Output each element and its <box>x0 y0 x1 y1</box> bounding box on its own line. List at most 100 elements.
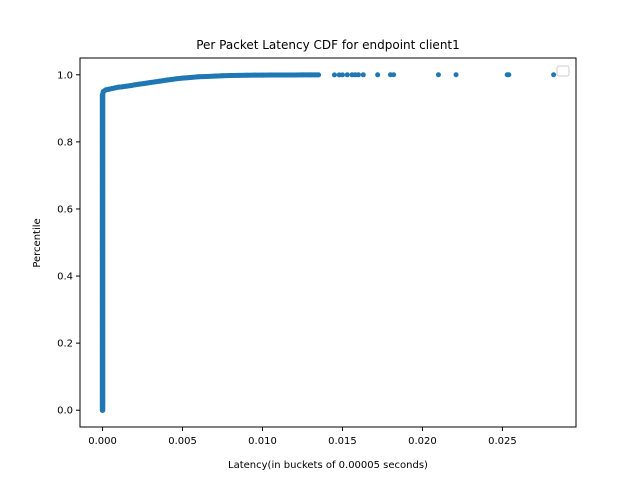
y-tick-label: 0.6 <box>57 204 73 215</box>
data-point <box>132 82 138 88</box>
data-point <box>100 213 106 219</box>
data-point <box>100 132 106 138</box>
data-point <box>152 79 158 85</box>
data-point <box>100 240 106 245</box>
data-point <box>375 72 381 78</box>
data-point <box>100 233 106 239</box>
data-point <box>100 156 106 162</box>
data-point <box>506 72 512 78</box>
data-point <box>100 223 106 229</box>
data-point <box>339 72 345 78</box>
data-point <box>100 300 106 306</box>
data-point <box>220 73 226 79</box>
data-point <box>435 72 441 78</box>
data-point <box>100 280 106 286</box>
data-point <box>173 76 179 82</box>
data-point <box>212 73 218 79</box>
x-axis-title: Latency(in buckets of 0.00005 seconds) <box>228 460 428 471</box>
y-tick-label: 1.0 <box>57 70 73 81</box>
data-point <box>100 99 106 105</box>
data-point <box>276 72 281 78</box>
data-point <box>100 374 106 380</box>
data-point <box>100 166 106 172</box>
data-point <box>141 80 147 86</box>
data-point <box>100 199 106 205</box>
data-point <box>100 256 106 262</box>
data-point <box>119 84 125 90</box>
data-point <box>100 347 106 353</box>
plot-area <box>99 72 557 413</box>
data-point <box>100 357 106 363</box>
chart-title: Per Packet Latency CDF for endpoint clie… <box>196 38 460 52</box>
data-point <box>551 72 557 78</box>
x-tick-label: 0.005 <box>168 436 197 447</box>
y-tick-label: 0.2 <box>57 339 73 350</box>
data-point <box>180 75 186 81</box>
y-axis-title: Percentile <box>32 218 43 267</box>
data-point <box>100 206 106 212</box>
data-point <box>283 72 289 78</box>
x-tick-label: 0.010 <box>248 436 277 447</box>
data-point <box>252 72 257 78</box>
data-point <box>291 72 297 78</box>
data-point <box>148 79 154 85</box>
x-tick-label: 0.020 <box>408 436 437 447</box>
data-point <box>100 105 106 111</box>
data-point <box>100 307 106 313</box>
data-point <box>299 72 305 78</box>
data-point <box>260 72 265 78</box>
data-point <box>168 76 174 82</box>
data-point <box>100 367 106 373</box>
data-point <box>157 78 163 84</box>
data-point <box>315 72 321 78</box>
x-axis: 0.000 0.005 0.010 0.015 0.020 0.025 <box>88 427 517 447</box>
data-point <box>100 290 106 296</box>
data-point <box>100 146 106 152</box>
data-point <box>124 83 130 89</box>
data-point <box>100 323 106 329</box>
y-tick-label: 0.0 <box>57 406 73 417</box>
data-point <box>164 77 170 83</box>
data-point <box>100 380 106 386</box>
y-axis: 0.0 0.2 0.4 0.6 0.8 1.0 <box>57 70 80 417</box>
data-point <box>268 72 273 78</box>
x-tick-label: 0.025 <box>488 436 517 447</box>
data-point <box>360 72 366 78</box>
data-point <box>100 122 106 128</box>
data-point <box>228 72 234 78</box>
data-point <box>100 273 106 279</box>
axes-frame <box>79 57 577 428</box>
data-point <box>100 333 106 339</box>
data-point <box>236 72 242 78</box>
data-point <box>344 72 350 78</box>
data-point <box>100 246 106 252</box>
data-point <box>100 172 106 178</box>
data-point <box>100 390 106 396</box>
data-point <box>100 340 106 346</box>
data-point <box>331 72 337 78</box>
x-tick-label: 0.015 <box>328 436 357 447</box>
data-point <box>100 189 106 195</box>
data-point <box>100 401 106 407</box>
data-point <box>355 72 361 78</box>
data-point <box>100 407 106 413</box>
data-point <box>196 74 202 80</box>
data-point <box>307 72 313 78</box>
data-point <box>100 266 106 272</box>
data-point <box>453 72 459 78</box>
data-point <box>244 72 250 78</box>
y-tick-label: 0.4 <box>57 272 73 283</box>
data-point <box>188 74 194 80</box>
x-tick-label: 0.000 <box>88 436 117 447</box>
data-point <box>100 112 106 118</box>
data-point <box>100 139 106 145</box>
data-point <box>100 179 106 185</box>
y-tick-label: 0.8 <box>57 137 73 148</box>
data-point <box>391 72 397 78</box>
data-point <box>204 73 210 79</box>
data-point <box>100 313 106 319</box>
data-point <box>136 81 142 87</box>
legend-box <box>556 65 570 77</box>
